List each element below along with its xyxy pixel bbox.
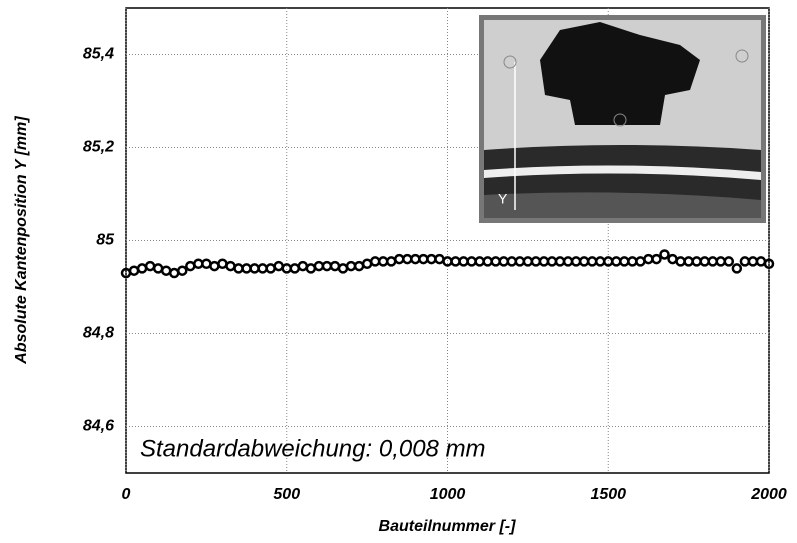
x-tick-label: 1500 xyxy=(590,486,626,503)
y-tick-label: 85,4 xyxy=(83,46,114,63)
x-tick-label: 2000 xyxy=(750,486,787,503)
y-tick-label: 84,6 xyxy=(83,418,114,435)
data-point xyxy=(659,249,670,260)
inset-target xyxy=(503,55,517,69)
inset-part xyxy=(540,22,700,125)
data-point xyxy=(723,256,735,267)
inset-edge xyxy=(484,165,761,180)
data-point xyxy=(651,253,662,265)
annotation: Standardabweichung: 0,008 mm xyxy=(140,435,486,462)
grid-layer xyxy=(125,8,770,473)
y-tick-label: 85,2 xyxy=(83,139,114,156)
data-point xyxy=(177,265,188,276)
mark-layer xyxy=(120,249,775,279)
data-point xyxy=(731,263,743,274)
inset-floor xyxy=(484,192,761,218)
inset-target xyxy=(735,49,749,63)
x-tick-label: 1000 xyxy=(430,486,466,503)
x-tick-label: 0 xyxy=(122,486,131,503)
x-axis-label: Bauteilnummer [-] xyxy=(379,518,517,535)
inset-image: Y xyxy=(479,15,766,223)
inset-target xyxy=(613,113,627,127)
x-tick-label: 500 xyxy=(273,486,300,503)
y-tick-label: 84,8 xyxy=(83,325,114,342)
inset-label: Y xyxy=(498,191,508,207)
y-tick-label: 85 xyxy=(96,232,115,249)
data-point xyxy=(763,258,775,269)
y-axis-label: Absolute Kantenposition Y [mm] xyxy=(13,116,30,365)
